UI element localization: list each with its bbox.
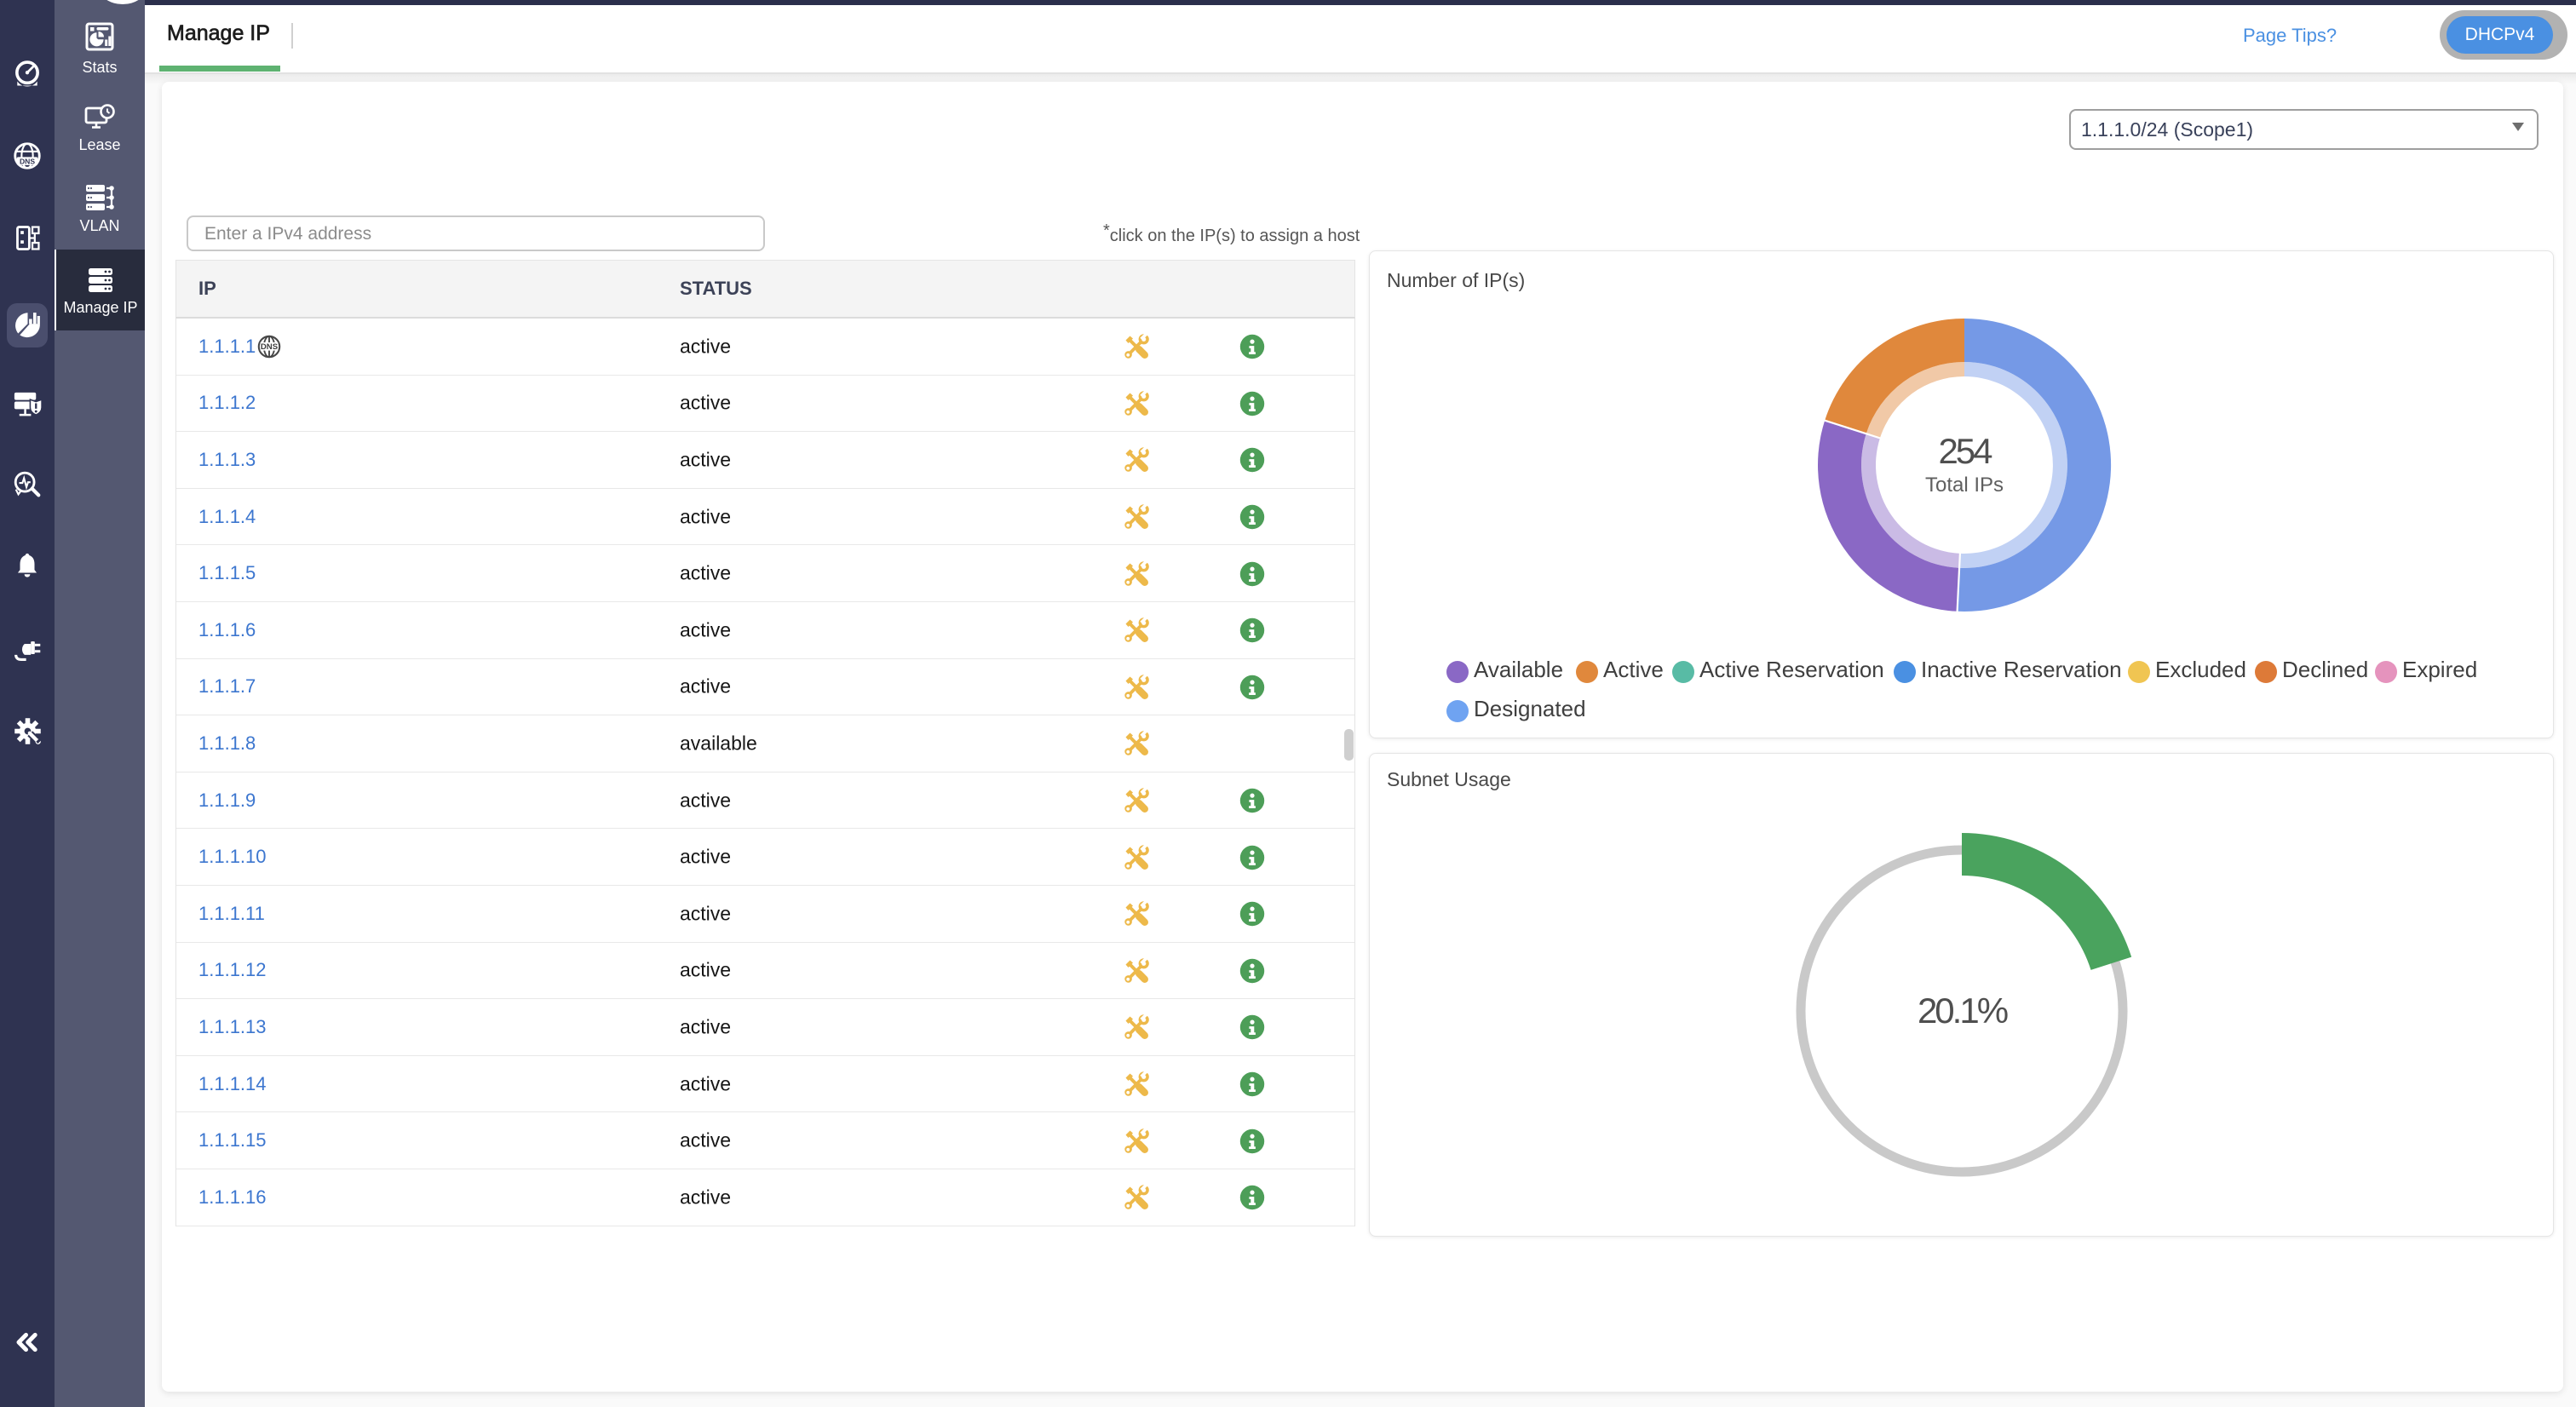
- svg-text:DNS: DNS: [261, 342, 279, 352]
- svg-text:DNS: DNS: [20, 157, 35, 165]
